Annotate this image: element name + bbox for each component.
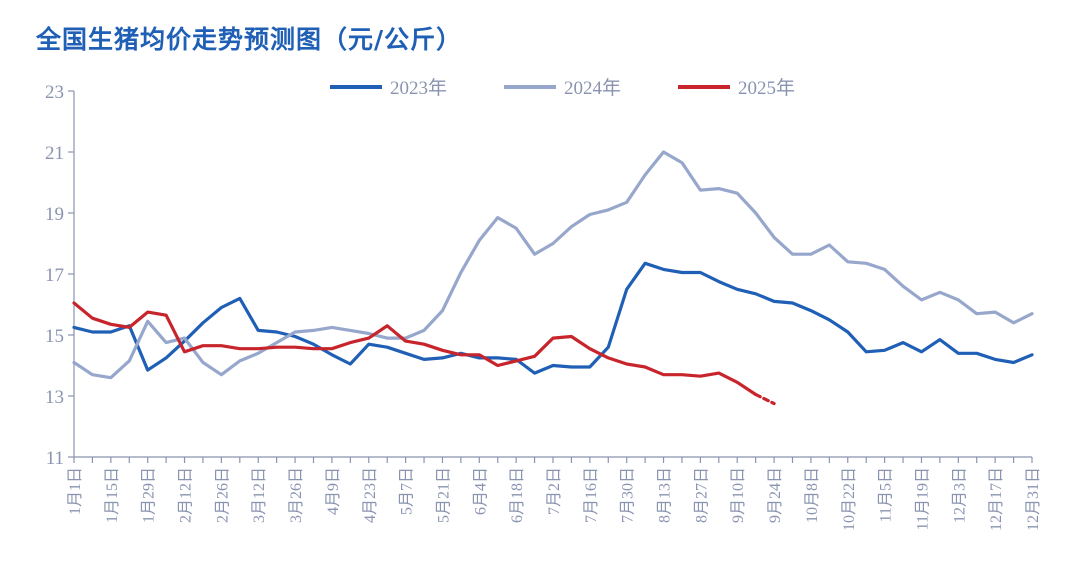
x-tick-label: 12月31日 [1025,467,1042,531]
x-tick-label: 4月9日 [325,467,342,515]
x-tick-label: 5月7日 [399,467,416,515]
y-tick-label: 23 [45,82,64,103]
x-tick-label: 1月15日 [104,467,121,523]
x-tick-label: 12月17日 [988,467,1005,531]
legend-label: 2025年 [738,77,795,99]
y-tick-label: 21 [45,143,64,164]
series-line-2023年 [72,261,1034,375]
x-tick-label: 9月10日 [730,467,747,523]
x-tick-label: 10月8日 [804,467,821,523]
x-tick-label: 2月12日 [178,467,195,523]
x-tick-label: 8月27日 [693,467,710,523]
series-line-2025年 [72,301,758,397]
y-axis: 11 13 15 17 19 21 23 [45,82,75,469]
x-tick-label: 11月19日 [914,467,931,530]
x-tick-label: 10月22日 [841,467,858,531]
x-axis: 1月1日 1月15日 1月29日 2月12日 2月26日 3月12日 3月26日 4月9日 4月… [67,456,1042,531]
y-tick-label: 13 [45,387,64,408]
x-tick-label: 4月23日 [362,467,379,523]
x-tick-label: 7月16日 [583,467,600,523]
series-line-2024年 [72,150,1034,380]
x-tick-label: 3月12日 [251,467,268,523]
y-tick-label: 11 [46,448,64,469]
y-tick-label: 17 [45,265,64,286]
series-layer [72,150,1034,406]
x-tick-label: 5月21日 [435,467,452,523]
x-tick-label: 11月5日 [878,467,895,522]
x-tick-label: 6月4日 [472,467,489,515]
x-tick-label: 1月29日 [141,467,158,523]
legend-label: 2023年 [390,77,447,99]
x-tick-label: 1月1日 [67,467,84,515]
x-tick-label: 12月3日 [951,467,968,523]
x-tick-label: 6月18日 [509,467,526,523]
legend-label: 2024年 [564,77,621,99]
x-tick-label: 3月26日 [288,467,305,523]
series-forecast-2025年 [754,392,776,406]
x-tick-label: 7月30日 [620,467,637,523]
y-tick-label: 19 [45,204,64,225]
chart-title: 全国生猪均价走势预测图（元/公斤） [36,25,463,54]
legend: 2023年 2024年 2025年 [330,77,795,99]
y-tick-label: 15 [45,326,64,347]
x-tick-label: 2月26日 [214,467,231,523]
x-tick-label: 8月13日 [657,467,674,523]
x-tick-label: 9月24日 [767,467,784,523]
x-tick-label: 7月2日 [546,467,563,515]
